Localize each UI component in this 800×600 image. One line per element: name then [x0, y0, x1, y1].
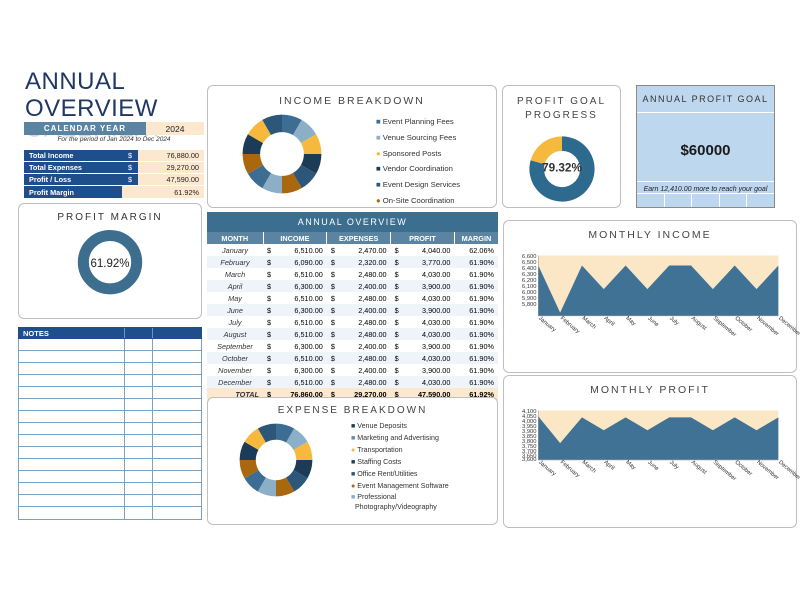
svg-text:61.92%: 61.92%: [90, 258, 129, 270]
svg-text:October: October: [733, 316, 753, 334]
svg-text:October: October: [733, 460, 753, 478]
svg-text:June: June: [646, 460, 659, 473]
svg-text:December: December: [777, 316, 800, 338]
svg-text:February: February: [559, 316, 581, 336]
svg-text:5,800: 5,800: [522, 302, 536, 308]
svg-text:November: November: [755, 316, 779, 338]
svg-text:June: June: [646, 316, 659, 329]
svg-text:August: August: [690, 316, 708, 332]
svg-text:March: March: [581, 316, 597, 331]
svg-text:July: July: [668, 460, 680, 471]
svg-text:September: September: [712, 316, 738, 339]
svg-text:3,600: 3,600: [522, 457, 536, 463]
svg-text:July: July: [668, 316, 680, 327]
svg-text:January: January: [537, 316, 557, 334]
svg-text:September: September: [712, 460, 738, 483]
svg-text:May: May: [624, 460, 636, 472]
svg-text:November: November: [755, 460, 779, 482]
svg-text:79.32%: 79.32%: [542, 162, 582, 175]
svg-text:May: May: [624, 316, 636, 328]
svg-text:February: February: [559, 460, 581, 480]
svg-text:August: August: [690, 460, 708, 476]
svg-text:December: December: [777, 460, 800, 482]
svg-text:April: April: [602, 316, 615, 328]
svg-text:April: April: [602, 460, 615, 472]
svg-text:March: March: [581, 460, 597, 475]
svg-text:January: January: [537, 460, 557, 478]
